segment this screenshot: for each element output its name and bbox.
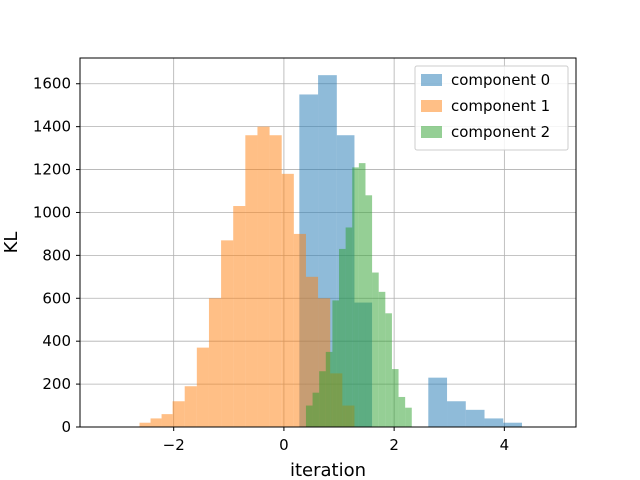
bar-series-1 [196, 347, 209, 427]
bar-series-1 [269, 135, 282, 428]
y-tick-label: 800 [42, 246, 71, 264]
bar-series-2 [385, 313, 392, 427]
y-tick-label: 1600 [33, 75, 71, 93]
bar-series-2 [391, 369, 399, 427]
bar-series-2 [358, 163, 366, 428]
bar-series-1 [257, 126, 270, 428]
legend-swatch-0 [421, 74, 442, 86]
y-tick-label: 1400 [33, 118, 71, 136]
legend-label-1: component 1 [451, 97, 550, 115]
y-tick-label: 1000 [33, 203, 71, 221]
bar-series-2 [339, 248, 346, 427]
bar-series-0 [428, 377, 448, 427]
bar-series-2 [325, 351, 333, 427]
y-tick-label: 600 [42, 289, 71, 307]
legend: component 0 component 1 component 2 [414, 65, 569, 151]
bar-series-1 [245, 135, 258, 428]
bar-series-1 [208, 298, 222, 427]
legend-swatch-2 [421, 126, 442, 138]
bar-series-2 [332, 300, 340, 427]
bar-series-2 [345, 227, 353, 427]
bar-series-1 [139, 422, 151, 427]
y-tick-label: 1200 [33, 161, 71, 179]
bar-series-1 [233, 206, 246, 427]
bar-series-0 [447, 401, 466, 427]
bar-series-2 [405, 407, 412, 427]
x-tick-label: 0 [279, 436, 289, 454]
histogram-bars [139, 75, 522, 428]
y-tick-label: 200 [42, 375, 71, 393]
y-axis-label: KL [1, 232, 22, 254]
plot-frame [79, 57, 577, 428]
y-tick-label: 400 [42, 332, 71, 350]
legend-label-2: component 2 [451, 123, 550, 141]
bar-series-0 [484, 418, 504, 427]
bar-series-2 [365, 195, 373, 427]
axis-ticks: −2 0 2 4 0 200 400 600 800 1000 1200 1400 1600 [33, 75, 509, 454]
bar-series-0 [465, 409, 485, 427]
x-axis-label: iteration [290, 460, 366, 480]
bar-series-1 [281, 173, 294, 427]
bar-series-1 [305, 276, 319, 427]
bar-series-2 [305, 405, 313, 427]
bar-series-2 [352, 167, 359, 428]
bar-series-1 [172, 401, 185, 427]
bar-series-1 [184, 386, 197, 427]
legend-swatch-1 [421, 100, 442, 112]
bar-series-2 [319, 371, 326, 427]
bar-series-2 [372, 272, 379, 427]
x-tick-label: 4 [500, 436, 510, 454]
bar-series-0 [503, 422, 522, 427]
legend-box [414, 65, 569, 151]
legend-label-0: component 0 [451, 71, 550, 89]
bar-series-1 [150, 418, 162, 427]
bar-series-2 [398, 396, 406, 427]
y-tick-label: 0 [61, 418, 71, 436]
bar-series-1 [161, 414, 173, 427]
bar-series-1 [293, 233, 306, 427]
bar-series-2 [378, 291, 386, 427]
bar-series-2 [312, 392, 320, 427]
x-tick-label: −2 [163, 436, 185, 454]
x-tick-label: 2 [389, 436, 399, 454]
bar-series-1 [221, 240, 234, 427]
